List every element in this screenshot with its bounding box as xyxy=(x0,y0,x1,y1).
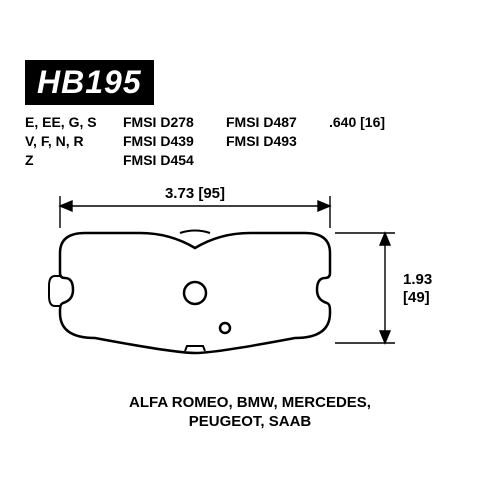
spec-sheet: HB195 E, EE, G, S V, F, N, R Z FMSI D278… xyxy=(25,60,475,440)
compound-line: V, F, N, R xyxy=(25,132,105,151)
info-row: E, EE, G, S V, F, N, R Z FMSI D278 FMSI … xyxy=(25,113,475,170)
fmsi-col-1: FMSI D278 FMSI D439 FMSI D454 xyxy=(123,113,208,170)
fmsi-col-2: FMSI D487 FMSI D493 xyxy=(226,113,311,170)
height-dimension xyxy=(335,233,395,343)
compound-line: Z xyxy=(25,151,105,170)
fmsi-code: FMSI D439 xyxy=(123,132,208,151)
pad-outline xyxy=(49,230,330,353)
fmsi-code: FMSI D487 xyxy=(226,113,311,132)
compound-line: E, EE, G, S xyxy=(25,113,105,132)
thickness-value: .640 [16] xyxy=(329,113,399,132)
fmsi-code: FMSI D278 xyxy=(123,113,208,132)
fmsi-code: FMSI D493 xyxy=(226,132,311,151)
part-number-header: HB195 xyxy=(25,60,154,105)
applications-line: ALFA ROMEO, BMW, MERCEDES, xyxy=(25,393,475,413)
applications-line: PEUGEOT, SAAB xyxy=(25,412,475,432)
compound-codes-col: E, EE, G, S V, F, N, R Z xyxy=(25,113,105,170)
height-label-top: 1.93 xyxy=(403,271,432,288)
fmsi-code: FMSI D454 xyxy=(123,151,208,170)
thickness-col: .640 [16] xyxy=(329,113,399,170)
diagram-wrap: 3.73 [95] xyxy=(25,178,475,383)
brake-pad-diagram: 3.73 [95] xyxy=(25,178,465,378)
height-label-bottom: [49] xyxy=(403,289,430,306)
width-label: 3.73 [95] xyxy=(165,185,225,202)
applications-footer: ALFA ROMEO, BMW, MERCEDES, PEUGEOT, SAAB xyxy=(25,393,475,432)
